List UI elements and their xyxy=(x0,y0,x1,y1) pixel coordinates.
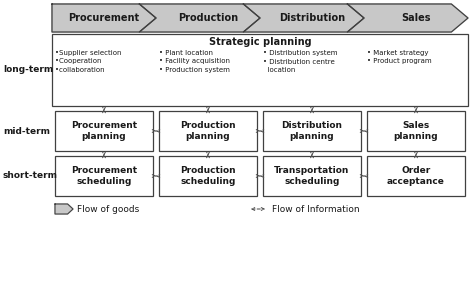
Text: Procurement: Procurement xyxy=(68,13,139,23)
Text: Procurement
scheduling: Procurement scheduling xyxy=(71,166,137,186)
Text: Sales
planning: Sales planning xyxy=(394,121,438,141)
Text: Sales: Sales xyxy=(401,13,431,23)
Bar xyxy=(55,111,153,151)
Text: Production: Production xyxy=(178,13,238,23)
Polygon shape xyxy=(139,4,260,32)
Bar xyxy=(367,111,465,151)
Bar xyxy=(263,156,361,196)
Bar xyxy=(159,111,257,151)
Text: short-term: short-term xyxy=(3,172,58,180)
Text: mid-term: mid-term xyxy=(3,127,50,135)
Text: Production
scheduling: Production scheduling xyxy=(180,166,236,186)
Text: • Market strategy
• Product program: • Market strategy • Product program xyxy=(367,50,432,64)
Polygon shape xyxy=(243,4,364,32)
Text: Transportation
scheduling: Transportation scheduling xyxy=(274,166,350,186)
Text: Strategic planning: Strategic planning xyxy=(209,37,311,47)
Text: Procurement
planning: Procurement planning xyxy=(71,121,137,141)
Text: Flow of goods: Flow of goods xyxy=(77,205,139,213)
Text: long-term: long-term xyxy=(3,66,53,74)
Polygon shape xyxy=(347,4,468,32)
Text: Distribution
planning: Distribution planning xyxy=(282,121,343,141)
Bar xyxy=(159,156,257,196)
Bar xyxy=(55,156,153,196)
Text: Order
acceptance: Order acceptance xyxy=(387,166,445,186)
Text: • Distribution system
• Distribution centre
  location: • Distribution system • Distribution cen… xyxy=(263,50,337,73)
Polygon shape xyxy=(55,204,73,214)
Polygon shape xyxy=(52,4,156,32)
Text: • Plant location
• Facility acquisition
• Production system: • Plant location • Facility acquisition … xyxy=(159,50,230,73)
Text: Production
planning: Production planning xyxy=(180,121,236,141)
Bar xyxy=(367,156,465,196)
Bar xyxy=(52,34,468,106)
Text: •Supplier selection
•Cooperation
•collaboration: •Supplier selection •Cooperation •collab… xyxy=(55,50,121,73)
Bar xyxy=(263,111,361,151)
Text: Distribution: Distribution xyxy=(279,13,345,23)
Text: Flow of Information: Flow of Information xyxy=(272,205,360,213)
